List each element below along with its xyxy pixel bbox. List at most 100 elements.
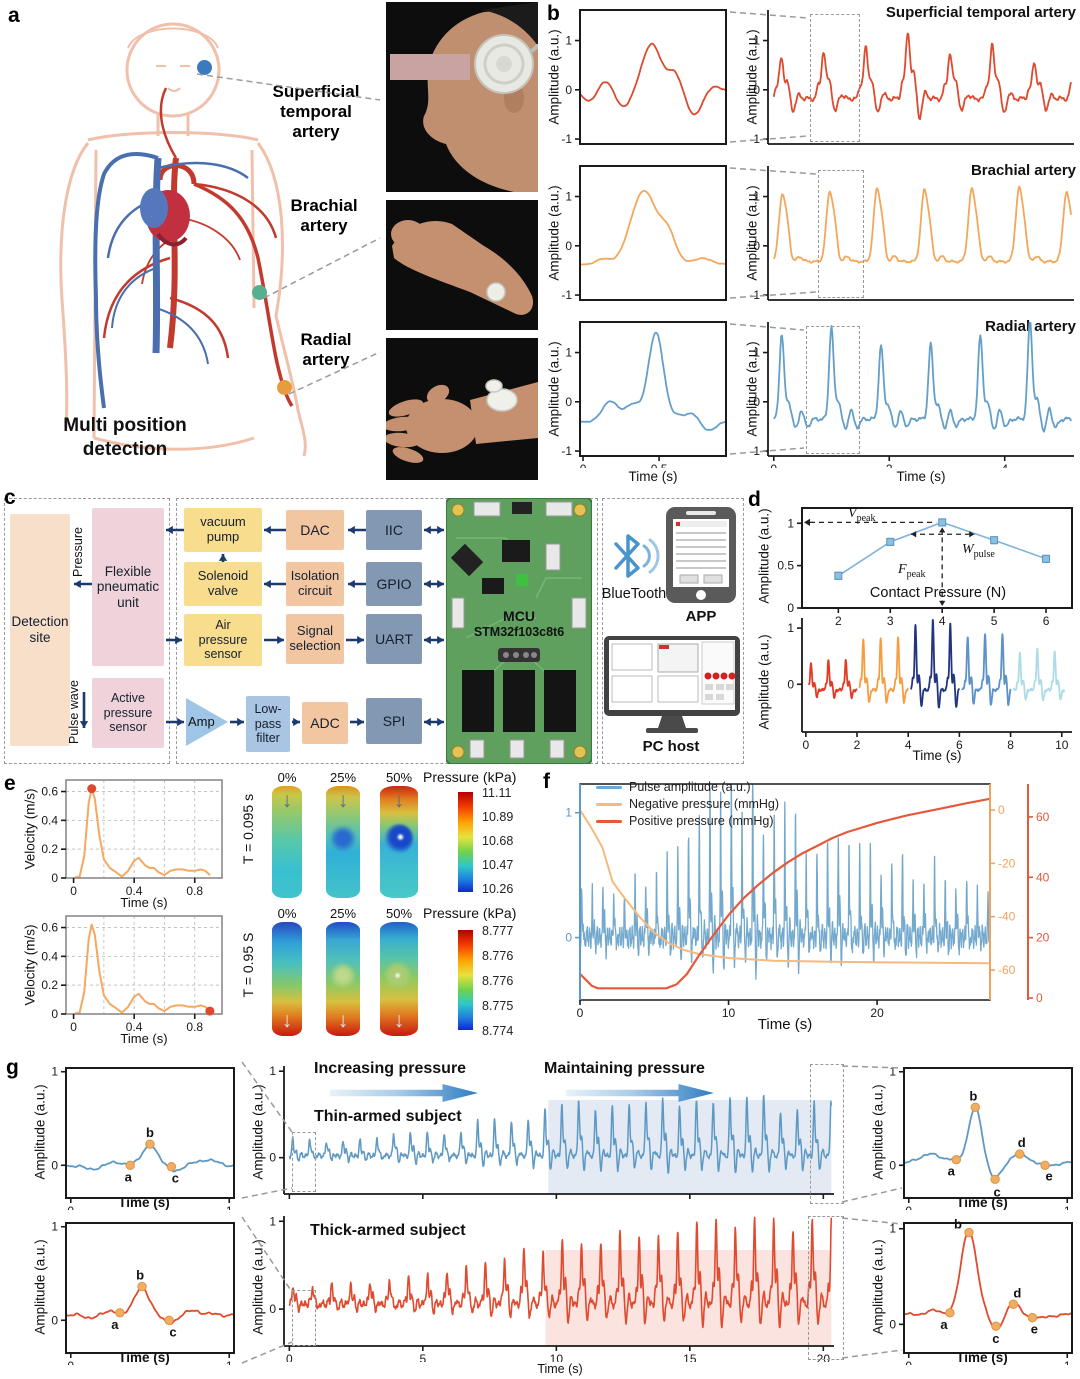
svg-text:1: 1: [226, 1204, 233, 1210]
b-row3-zoom-rect: [806, 326, 860, 454]
svg-text:0.4: 0.4: [41, 813, 58, 827]
vessel-sim-top-25: [326, 786, 360, 898]
svg-text:1: 1: [565, 346, 572, 360]
d-xlabel-bottom: Time (s): [912, 748, 962, 763]
svg-text:10: 10: [550, 1352, 564, 1362]
panel-c-letter: c: [4, 486, 16, 509]
chart-glt: 1 0 0 1 a b c: [51, 1065, 235, 1210]
c-detection-group-box: [4, 498, 170, 764]
svg-text:0.8: 0.8: [186, 884, 203, 898]
svg-text:1: 1: [889, 1222, 896, 1236]
b-ylabel-large-3: Amplitude (a.u.): [744, 341, 760, 437]
svg-text:e: e: [1045, 1168, 1052, 1183]
block-amp-label: Amp: [188, 714, 215, 729]
svg-text:1: 1: [565, 190, 572, 204]
vessel-sim-top-0: [272, 786, 302, 898]
panel-f-letter: f: [543, 770, 550, 793]
svg-text:0.6: 0.6: [41, 785, 58, 799]
flow-arrow-down-icon: ↓: [281, 1009, 293, 1032]
d-ylabel-top: Amplitude (a.u.): [756, 508, 772, 604]
e-xlabel-1: Time (s): [120, 895, 168, 910]
svg-text:0: 0: [1036, 991, 1043, 1005]
e-colorbar-2-tick: 8.776: [482, 949, 514, 963]
svg-text:0.4: 0.4: [126, 1020, 143, 1034]
svg-text:5: 5: [991, 614, 998, 626]
svg-text:0: 0: [753, 239, 760, 253]
photo-temporal-device: [386, 2, 538, 192]
block-gpio: GPIO: [366, 562, 422, 606]
photo-brachial-device: [386, 200, 538, 330]
g-ylabel-right-bottom: Amplitude (a.u.): [870, 1239, 886, 1335]
svg-text:8: 8: [1007, 738, 1014, 752]
block-lowpass-filter: Low- pass filter: [246, 696, 290, 752]
d-wpulse-label: Wpulse: [962, 542, 995, 560]
e-pct-r2-0: 0%: [277, 906, 297, 921]
svg-text:0: 0: [269, 1151, 276, 1165]
e-ylabel-1: Velocity (m/s): [22, 788, 38, 870]
g-ylabel-mid-top: Amplitude (a.u.): [250, 1084, 266, 1180]
label-radial-artery: Radial artery: [300, 330, 352, 370]
e-time-label-1: T = 0.095 s: [240, 793, 256, 865]
vessel-sim-bot-50: [380, 922, 418, 1036]
svg-text:1: 1: [565, 806, 572, 820]
svg-text:-1: -1: [561, 444, 572, 458]
app-phone-icon: [666, 507, 736, 603]
svg-text:0: 0: [67, 1359, 74, 1365]
chart-gmt: 10: [269, 1064, 834, 1199]
b-ylabel-small-1: Amplitude (a.u.): [546, 29, 562, 125]
e-colorbar-2-tick: 8.776: [482, 974, 514, 988]
svg-text:0: 0: [889, 1317, 896, 1331]
panel-d-letter: d: [748, 488, 761, 511]
block-air-pressure-sensor: Air pressure sensor: [184, 614, 262, 666]
chart-b2l: 1 0 -1: [749, 166, 1074, 302]
svg-text:1: 1: [787, 621, 794, 635]
e-ylabel-2: Velocity (m/s): [22, 924, 38, 1006]
panel-g-letter: g: [6, 1056, 19, 1079]
svg-text:0: 0: [580, 462, 587, 468]
e-colorbar-2-tick: 8.777: [482, 924, 514, 938]
svg-text:0: 0: [67, 1204, 74, 1210]
chart-dbot: 100 2 4 6 8 10: [787, 618, 1072, 752]
svg-text:0: 0: [565, 395, 572, 409]
svg-text:a: a: [125, 1169, 133, 1184]
block-iic: IIC: [366, 510, 422, 550]
svg-text:1: 1: [787, 516, 794, 530]
svg-text:0: 0: [577, 1006, 584, 1020]
svg-text:d: d: [1013, 1285, 1021, 1300]
svg-text:-1: -1: [749, 288, 760, 302]
svg-text:0: 0: [889, 1158, 896, 1172]
g-header-maintaining: Maintaining pressure: [544, 1060, 705, 1077]
photo-radial-device: [386, 338, 538, 480]
g-xlabel-mid: Time (s): [537, 1362, 583, 1376]
svg-text:0: 0: [565, 239, 572, 253]
svg-text:1: 1: [753, 34, 760, 48]
svg-text:0: 0: [51, 1007, 58, 1021]
svg-text:-20: -20: [998, 856, 1016, 870]
panel-a-caption: Multi position detection: [63, 415, 187, 460]
svg-text:1: 1: [889, 1065, 896, 1079]
svg-text:c: c: [994, 1184, 1001, 1199]
svg-text:-1: -1: [561, 288, 572, 302]
flow-arrow-down-icon: ↓: [393, 789, 405, 812]
chart-e1: 0.6 0.4 0.2 00 0.4 0.8: [41, 779, 223, 898]
svg-text:1: 1: [269, 1214, 276, 1228]
svg-text:c: c: [169, 1324, 176, 1339]
block-flexible-pneumatic-unit: Flexible pneumatic unit: [92, 508, 164, 666]
f-legend-pulse-amplitude: Pulse amplitude (a.u.): [596, 780, 751, 794]
block-dac: DAC: [286, 510, 344, 550]
g-ylabel-right-top: Amplitude (a.u.): [870, 1084, 886, 1180]
svg-text:e: e: [1031, 1322, 1038, 1337]
svg-text:1: 1: [753, 346, 760, 360]
b-ylabel-large-2: Amplitude (a.u.): [744, 185, 760, 281]
g-ylabel-left-bottom: Amplitude (a.u.): [32, 1239, 48, 1335]
vessel-sim-bot-25: [326, 922, 360, 1036]
b-row2-zoom-rect: [818, 170, 864, 298]
svg-text:2: 2: [886, 462, 893, 468]
g-subject-thin: Thin-armed subject: [314, 1108, 462, 1125]
chart-dtop: 1 0.5 0 2 3 4 5 6: [778, 507, 1073, 626]
d-vpeak-label: Vpeak: [848, 506, 876, 524]
svg-text:1: 1: [269, 1064, 276, 1078]
block-detection-site: Detection site: [10, 514, 70, 746]
block-signal-selection: Signal selection: [286, 614, 344, 664]
